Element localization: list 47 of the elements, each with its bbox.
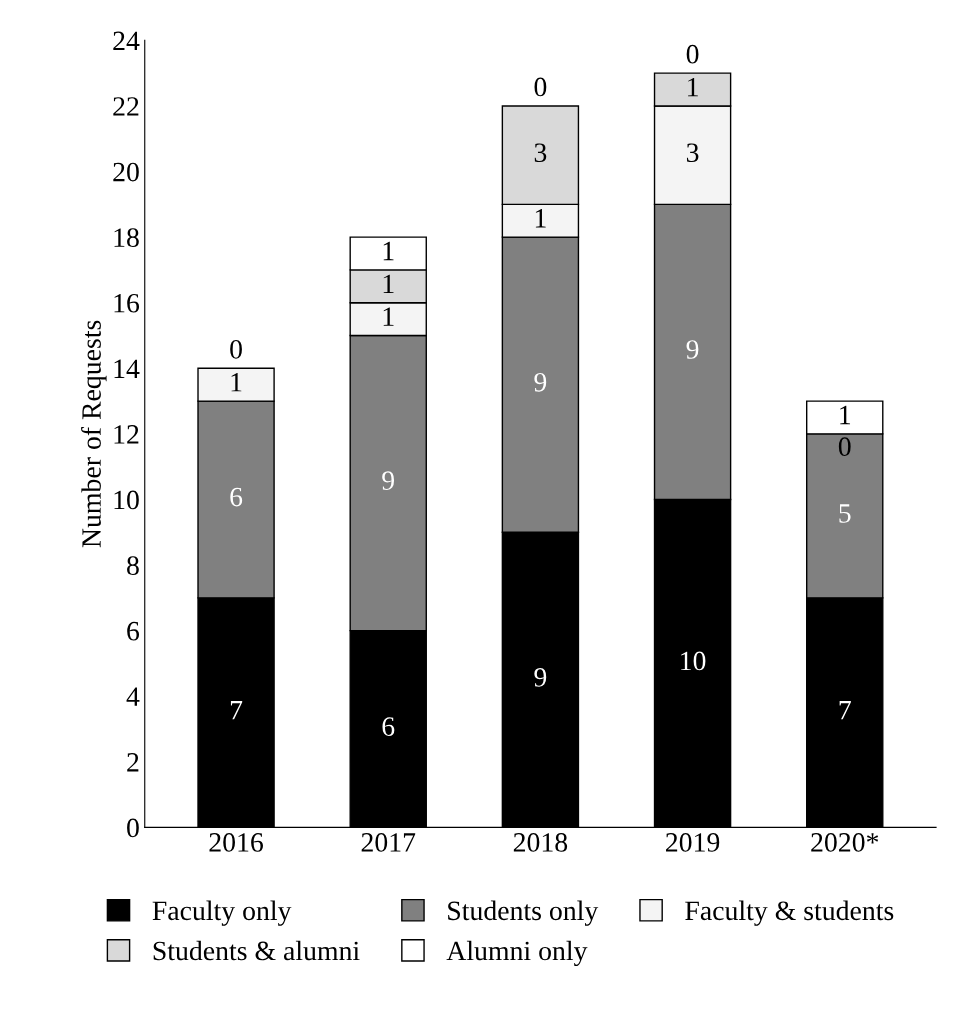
data-label: 3 xyxy=(534,143,547,163)
y-tick-label: 0 xyxy=(127,818,139,838)
data-label: 0 xyxy=(534,77,547,97)
y-tick-label: 8 xyxy=(127,556,139,575)
data-label: 5 xyxy=(839,504,851,523)
data-label: 9 xyxy=(534,372,547,392)
y-tick-label: 24 xyxy=(113,31,140,50)
y-tick-label: 14 xyxy=(114,359,140,378)
data-label: 1 xyxy=(231,373,242,392)
y-tick-label: 22 xyxy=(113,97,139,116)
legend-label: Students & alumni xyxy=(153,940,360,961)
data-label: 6 xyxy=(382,717,395,736)
y-tick-label: 10 xyxy=(114,490,139,510)
data-label: 7 xyxy=(839,701,851,720)
x-tick-label: 2020* xyxy=(811,833,879,852)
data-label: 1 xyxy=(840,405,851,425)
data-label: 6 xyxy=(230,487,243,507)
data-label: 10 xyxy=(681,651,706,671)
data-label: 1 xyxy=(383,241,394,261)
legend-label: Faculty only xyxy=(152,900,292,926)
data-label: 1 xyxy=(535,209,546,228)
data-label: 0 xyxy=(838,437,851,457)
y-tick-label: 12 xyxy=(114,425,139,444)
y-tick-label: 18 xyxy=(114,228,139,248)
legend-label: Alumni only xyxy=(446,940,588,967)
data-label: 1 xyxy=(383,274,394,293)
data-label: 1 xyxy=(383,307,394,326)
data-label: 9 xyxy=(382,471,395,491)
y-tick-label: 6 xyxy=(127,621,140,641)
y-axis-title: Number of Requests xyxy=(81,320,107,548)
data-label: 0 xyxy=(686,44,699,64)
x-tick-label: 2016 xyxy=(209,833,263,852)
y-tick-label: 4 xyxy=(126,687,140,706)
y-tick-label: 20 xyxy=(113,162,139,182)
x-tick-label: 2019 xyxy=(666,833,720,852)
data-label: 9 xyxy=(686,340,699,359)
data-label: 7 xyxy=(230,701,243,720)
data-label: 1 xyxy=(688,77,698,97)
legend-label: Faculty & students xyxy=(685,900,894,926)
y-tick-label: 2 xyxy=(127,753,139,772)
data-label: 9 xyxy=(534,668,547,687)
y-tick-label: 16 xyxy=(114,293,140,313)
legend-label: Students only xyxy=(448,900,599,926)
x-tick-label: 2017 xyxy=(361,833,416,852)
data-label: 3 xyxy=(686,143,699,163)
data-label: 0 xyxy=(230,339,242,359)
x-tick-label: 2018 xyxy=(513,833,568,852)
